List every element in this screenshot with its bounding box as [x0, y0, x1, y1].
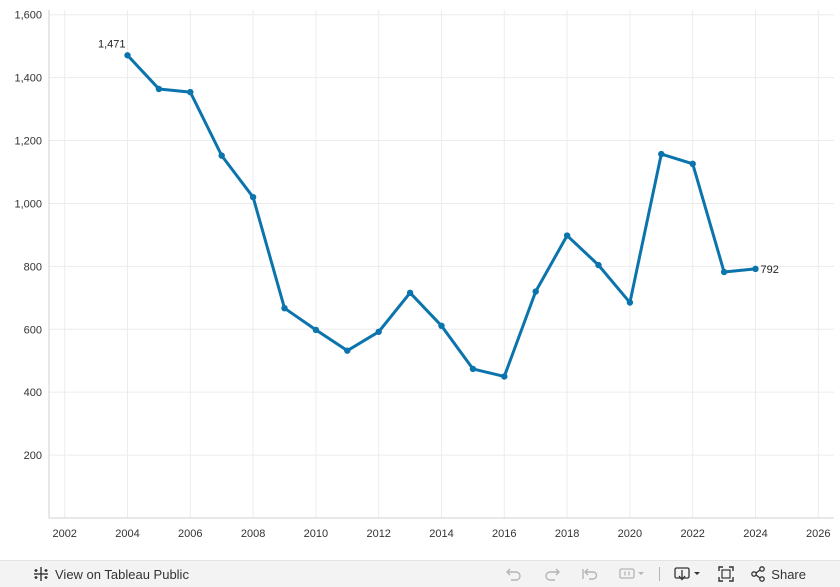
x-tick-label: 2014 [429, 528, 453, 540]
x-tick-label: 2026 [806, 528, 830, 540]
x-tick-label: 2002 [52, 528, 76, 540]
data-point [344, 347, 351, 354]
x-tick-label: 2008 [241, 528, 265, 540]
data-point [155, 85, 163, 93]
toolbar-divider [659, 567, 661, 581]
tableau-footer: View on Tableau Public [0, 560, 840, 587]
y-tick-label: 1,600 [14, 10, 42, 22]
data-point [218, 152, 225, 159]
data-point [563, 232, 571, 239]
data-point [281, 304, 288, 312]
x-tick-label: 2016 [492, 528, 516, 540]
download-icon[interactable] [674, 566, 702, 582]
data-point [626, 299, 634, 306]
share-icon [750, 566, 766, 582]
y-tick-label: 800 [24, 261, 42, 273]
y-tick-label: 1,000 [14, 198, 42, 210]
data-point [720, 268, 728, 276]
y-tick-label: 400 [24, 387, 42, 399]
data-point [658, 150, 665, 158]
redo-icon[interactable] [543, 566, 561, 582]
x-tick-label: 2020 [618, 528, 642, 540]
data-point [249, 193, 257, 201]
view-on-tableau-public-label: View on Tableau Public [55, 566, 189, 582]
pause-icon[interactable] [619, 566, 645, 582]
data-point [438, 322, 445, 330]
x-tick-label: 2006 [178, 528, 202, 540]
x-tick-label: 2024 [743, 528, 767, 540]
data-point [501, 373, 508, 380]
data-point [187, 88, 194, 96]
share-button[interactable]: Share [750, 566, 806, 582]
y-tick-label: 600 [24, 324, 42, 336]
data-point [752, 265, 759, 273]
x-tick-label: 2004 [115, 528, 139, 540]
data-label: 792 [761, 264, 779, 276]
revert-icon[interactable] [581, 566, 599, 582]
share-label: Share [771, 566, 806, 582]
data-point [595, 261, 602, 269]
data-point [312, 326, 320, 334]
data-point [469, 365, 477, 373]
tableau-logo-icon [33, 566, 49, 582]
data-point [406, 289, 414, 296]
view-on-tableau-public-link[interactable]: View on Tableau Public [33, 566, 189, 582]
line-chart: 200 400 600 800 1,000 1,200 1,400 1,600 2002 2004… [14, 10, 834, 540]
x-tick-label: 2022 [680, 528, 704, 540]
y-tick-label: 1,200 [14, 136, 42, 148]
undo-icon[interactable] [505, 566, 523, 582]
x-tick-label: 2010 [304, 528, 328, 540]
x-tick-label: 2018 [555, 528, 579, 540]
data-point [532, 288, 539, 295]
y-tick-label: 1,400 [14, 73, 42, 85]
chart-area: 200 400 600 800 1,000 1,200 1,400 1,600 2002 2004… [14, 10, 834, 540]
data-label: 1,471 [98, 38, 126, 50]
data-point [375, 328, 382, 335]
fullscreen-icon[interactable] [718, 566, 734, 582]
y-tick-label: 200 [24, 450, 42, 462]
data-point [124, 52, 131, 59]
data-point [689, 160, 696, 168]
x-tick-label: 2012 [366, 528, 390, 540]
